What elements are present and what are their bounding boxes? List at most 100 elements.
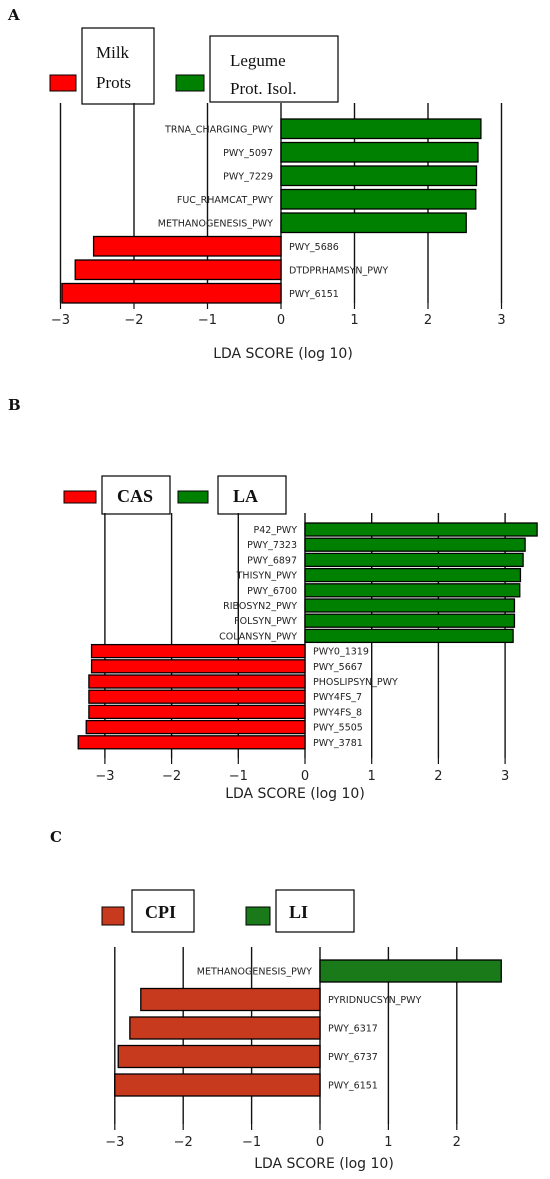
bar	[88, 704, 306, 720]
tick-label: −1	[229, 769, 248, 784]
bar	[280, 118, 482, 140]
bar	[304, 567, 522, 583]
bar-label: PWY_5686	[289, 242, 339, 253]
legend-box	[209, 35, 339, 103]
panel-letter: A	[7, 6, 20, 24]
tick-label: −1	[242, 1135, 261, 1150]
bar	[61, 282, 282, 304]
panel-c: C CPI LI METHANOGENESIS_PWY PYRIDNUCSYN_PWY P…	[50, 828, 502, 1172]
bar-label: PWY_5097	[223, 148, 273, 159]
bar-label: PHOSLIPSYN_PWY	[313, 677, 398, 688]
bar	[88, 674, 306, 689]
bar	[319, 959, 502, 983]
tick-label: 1	[384, 1135, 392, 1150]
bar	[77, 735, 306, 750]
legend-swatch	[49, 74, 77, 92]
bar-label: PWY_7229	[223, 171, 273, 182]
tick-label: 2	[424, 313, 432, 328]
legend-label: CAS	[117, 486, 153, 506]
legend-swatch	[63, 490, 97, 504]
bar-label: PWY4FS_8	[313, 707, 362, 718]
bar-label: PWY_6897	[247, 555, 297, 566]
bar	[74, 259, 282, 281]
tick-label: 3	[497, 313, 505, 328]
bar	[304, 552, 524, 568]
legend-swatch	[177, 490, 209, 504]
bar-label: PWY_3781	[313, 738, 363, 749]
bar	[85, 719, 306, 735]
bar-label: RIBOSYN2_PWY	[223, 601, 297, 612]
bar-label: PWY_7323	[247, 540, 297, 551]
bar	[90, 659, 306, 674]
bar-label: TRNA_CHARGING_PWY	[164, 124, 273, 135]
tick-label: −3	[51, 313, 70, 328]
bar	[304, 598, 516, 613]
tick-label: 0	[301, 769, 309, 784]
bar-label: PWY_6700	[247, 586, 297, 597]
tick-label: 1	[368, 769, 376, 784]
tick-label: 0	[277, 313, 285, 328]
bar	[304, 583, 521, 598]
bar-label: PWY_6151	[289, 289, 339, 300]
panel-a: A Milk Prots Legume Prot. Isol. TRNA_CHARGING…	[7, 6, 506, 362]
bar	[129, 1016, 321, 1040]
legend-label: LI	[289, 902, 308, 922]
bar-label: FOLSYN_PWY	[234, 616, 297, 627]
bar-label: PWY_5667	[313, 662, 363, 673]
bar	[304, 522, 538, 537]
tick-label: 1	[350, 313, 358, 328]
bar	[140, 987, 321, 1012]
panel-letter: B	[8, 396, 21, 414]
bar	[90, 643, 306, 659]
bar	[304, 628, 514, 644]
legend-label: Prot. Isol.	[230, 79, 297, 98]
bar-label: PWY_5505	[313, 723, 363, 734]
bar	[92, 235, 282, 257]
legend-box	[101, 475, 171, 515]
tick-label: 2	[434, 769, 442, 784]
bar	[280, 141, 479, 163]
legend-swatch	[101, 906, 125, 926]
legend-label: Prots	[96, 73, 131, 92]
legend-box	[217, 475, 287, 515]
tick-label: −2	[174, 1135, 193, 1150]
legend-swatch	[245, 906, 271, 926]
bar-label: DTDPRHAMSYN_PWY	[289, 265, 388, 276]
bar-label: PWY_6151	[328, 1081, 378, 1092]
bar-label: COLANSYN_PWY	[219, 631, 297, 642]
legend-box	[275, 889, 355, 933]
x-axis-label: LDA SCORE (log 10)	[225, 786, 365, 802]
bar	[280, 212, 467, 234]
tick-label: −3	[105, 1135, 124, 1150]
bar-label: FUC_RHAMCAT_PWY	[177, 195, 273, 206]
tick-label: 2	[453, 1135, 461, 1150]
bar	[280, 165, 478, 187]
tick-label: −2	[124, 313, 143, 328]
legend-swatch	[175, 74, 205, 92]
panel-b: B CAS LA P42_PWY PWY_7323 PWY_6897 THISYN_PWY P…	[8, 396, 538, 802]
tick-label: −1	[198, 313, 217, 328]
bar-label: PWY0_1319	[313, 647, 369, 658]
bar-label: PWY4FS_7	[313, 692, 362, 703]
legend-label: Legume	[230, 51, 286, 70]
bar	[88, 689, 306, 704]
bar-label: PWY_6737	[328, 1052, 378, 1063]
legend-label: LA	[233, 486, 258, 506]
bar-label: PYRIDNUCSYN_PWY	[328, 995, 422, 1006]
tick-label: 0	[316, 1135, 324, 1150]
legend-label: Milk	[96, 43, 130, 62]
bar-label: METHANOGENESIS_PWY	[158, 218, 273, 229]
legend-box	[81, 27, 155, 105]
bar	[304, 613, 516, 628]
bar-label: PWY_6317	[328, 1024, 378, 1035]
bar-label: P42_PWY	[254, 525, 298, 536]
bar-label: THISYN_PWY	[236, 571, 298, 582]
legend-label: CPI	[145, 902, 176, 922]
bar	[280, 188, 477, 210]
x-axis-label: LDA SCORE (log 10)	[254, 1156, 394, 1172]
panel-letter: C	[50, 828, 62, 846]
bar-label: METHANOGENESIS_PWY	[197, 967, 312, 978]
legend-box	[131, 889, 195, 933]
bar	[304, 537, 526, 552]
